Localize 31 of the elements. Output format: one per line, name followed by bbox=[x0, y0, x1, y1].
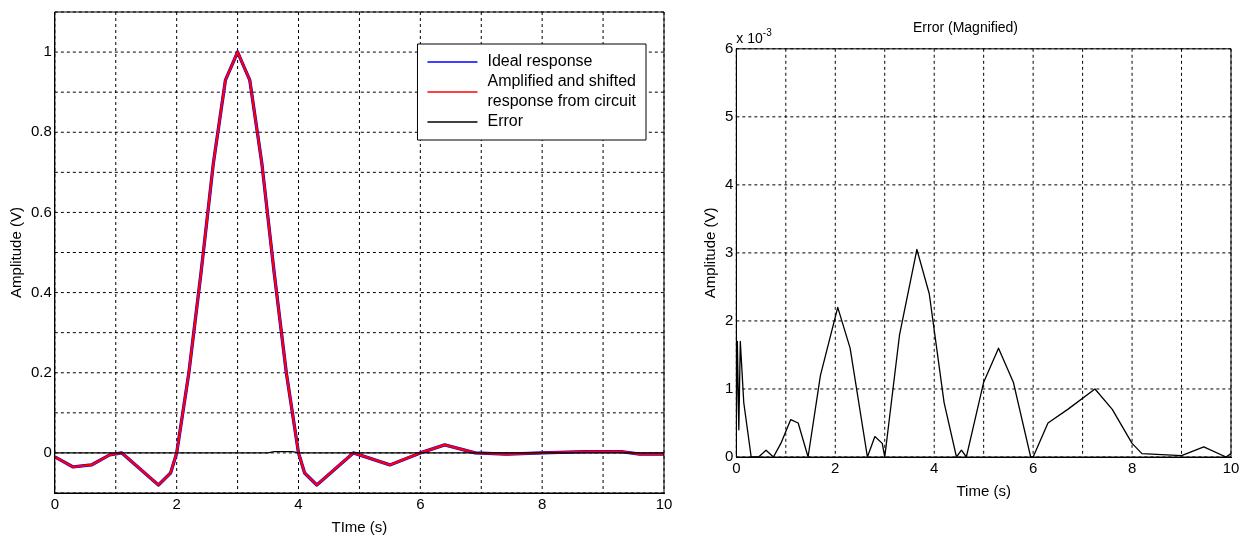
y-tick-label: 1 bbox=[725, 379, 734, 397]
y-axis-title: Amplitude (V) bbox=[7, 207, 25, 298]
legend-label: Amplified and shifted response from circuit bbox=[487, 72, 637, 110]
y-tick-label: 1 bbox=[43, 42, 52, 60]
y-tick-label: 6 bbox=[725, 38, 734, 56]
x-tick-label: 8 bbox=[538, 495, 547, 513]
x-tick-label: 6 bbox=[1028, 459, 1038, 477]
y-tick-label: 0.4 bbox=[30, 282, 52, 300]
x-tick-label: 10 bbox=[655, 495, 673, 513]
y-tick-label: 3 bbox=[725, 243, 734, 261]
x-tick-label: 2 bbox=[172, 495, 181, 513]
x-tick-label: 10 bbox=[1222, 459, 1240, 477]
x-tick-label: 6 bbox=[416, 495, 425, 513]
y-tick-label: 0 bbox=[725, 447, 734, 465]
y-tick-label: 0 bbox=[43, 443, 52, 461]
x-tick-label: 2 bbox=[831, 459, 840, 477]
legend-label: Ideal response bbox=[487, 52, 593, 70]
x-tick-label: 4 bbox=[930, 459, 939, 477]
legend-label: Error bbox=[487, 112, 524, 130]
y-tick-label: 0.6 bbox=[30, 202, 52, 220]
x-tick-label: 8 bbox=[1127, 459, 1137, 477]
y-tick-label: 4 bbox=[725, 175, 734, 193]
x-tick-label: 4 bbox=[294, 495, 303, 513]
y-tick-label: 0.8 bbox=[30, 122, 52, 140]
y-axis-title: Amplitude (V) bbox=[701, 207, 719, 299]
chart-title: Error (Magnified) bbox=[912, 19, 1019, 36]
y-tick-label: 5 bbox=[725, 106, 734, 124]
x-axis-title: Time (s) bbox=[956, 482, 1011, 500]
x-axis-title: TIme (s) bbox=[331, 518, 388, 536]
y-tick-label: 0.2 bbox=[30, 362, 52, 380]
y-tick-label: 2 bbox=[725, 311, 734, 329]
